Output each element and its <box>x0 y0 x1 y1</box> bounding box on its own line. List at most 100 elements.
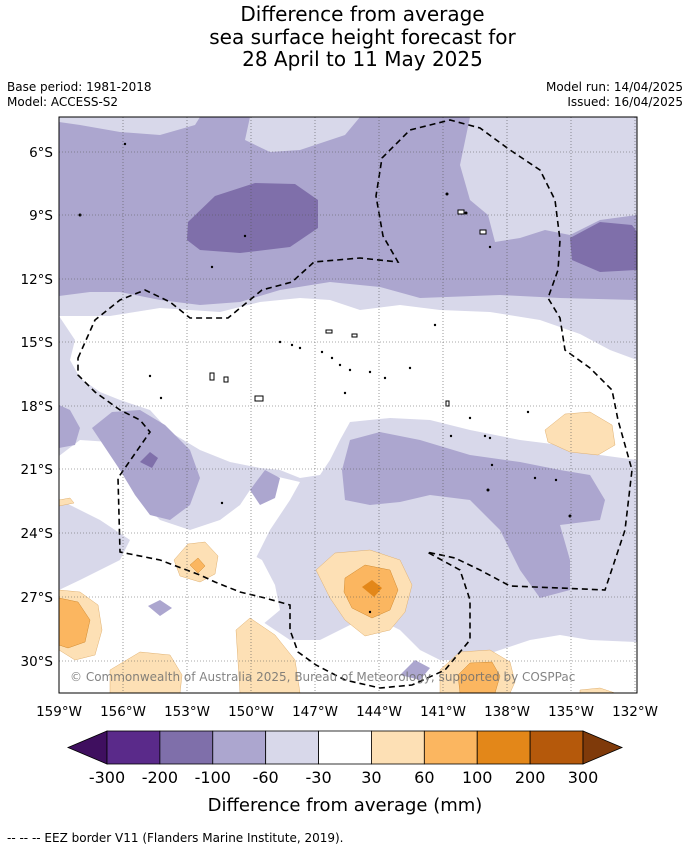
contour-field-medium-purple-small-2 <box>148 600 172 616</box>
lat-tick-label: 6°S <box>29 145 53 161</box>
island-dot <box>449 434 453 438</box>
colorbar-extend-low <box>66 730 108 765</box>
island-dot <box>368 370 372 374</box>
island-dot <box>343 391 347 395</box>
meta-left: Base period: 1981-2018 Model: ACCESS-S2 <box>7 80 152 110</box>
contour-field-white-center <box>59 298 637 478</box>
colorbar-segment <box>265 730 319 765</box>
island-dot <box>526 410 530 414</box>
issued-date: Issued: 16/04/2025 <box>567 95 683 109</box>
longitude-tick-labels: 159°W 156°W 153°W 150°W 147°W 144°W 141°W 138°W… <box>36 704 658 720</box>
latitude-tick-labels: 6°S 9°S 12°S 15°S 18°S 21°S 24°S 27°S 30°S <box>21 145 54 670</box>
model-run: Model run: 14/04/2025 <box>545 80 683 94</box>
contour-field-dark-orange-center <box>362 580 382 597</box>
island-dot <box>464 211 468 215</box>
contour-field-medium-purple-w-edge <box>59 405 80 448</box>
contour-field-light-patch-n2 <box>245 117 360 152</box>
contour-field-medium-purple-small-3 <box>400 660 430 680</box>
island <box>457 209 465 215</box>
lat-tick-label: 30°S <box>21 654 54 670</box>
contour-field-medium-purple-se <box>342 432 605 598</box>
copyright-credit: © Commonwealth of Australia 2025, Bureau… <box>70 670 576 684</box>
title-line-1: Difference from average <box>240 2 485 26</box>
island-dot <box>298 346 302 350</box>
lat-tick-label: 18°S <box>21 399 54 415</box>
island-dot <box>320 350 324 354</box>
island <box>479 229 487 235</box>
island-dot <box>290 343 294 347</box>
island-dot <box>220 501 224 505</box>
island-dot <box>210 265 214 269</box>
island-dot <box>488 245 492 249</box>
gridlines <box>58 117 637 693</box>
contour-field-orange-sw <box>59 597 91 649</box>
island-dot <box>533 476 537 480</box>
colorbar-segment <box>529 730 584 765</box>
title-line-3: 28 April to 11 May 2025 <box>242 47 483 71</box>
contour-field-medium-purple-small-1 <box>250 470 280 505</box>
contour-field-light-orange-s1 <box>109 651 183 693</box>
colorbar-segment <box>159 730 214 765</box>
island-dot <box>483 434 487 438</box>
eez-legend-note: -- -- -- EEZ border V11 (Flanders Marine… <box>7 831 344 845</box>
islands <box>209 209 487 407</box>
island-dots <box>78 142 572 614</box>
contour-field-light-patch-n3 <box>460 117 637 242</box>
island-dot <box>445 192 449 196</box>
lon-tick-label: 135°W <box>548 704 594 720</box>
colorbar-extend-high <box>582 730 624 765</box>
model-name: Model: ACCESS-S2 <box>7 95 119 109</box>
contour-field-white-south-mid <box>200 548 280 625</box>
colorbar: -300 -200 -100 -60 -30 30 60 100 200 300 <box>66 730 624 787</box>
lon-tick-label: 156°W <box>100 704 146 720</box>
lon-tick-label: 138°W <box>484 704 530 720</box>
contour-field-light-orange-s2 <box>235 617 301 693</box>
meta-right: Model run: 14/04/2025 Issued: 16/04/2025 <box>546 80 683 110</box>
forecast-map: 6°S 9°S 12°S 15°S 18°S 21°S 24°S 27°S 30°S 159°W… <box>21 116 658 787</box>
contour-field-dark-purple-small <box>140 452 158 468</box>
island-dot <box>123 142 127 146</box>
colorbar-tick-label: -100 <box>195 768 231 787</box>
lat-tick-label: 9°S <box>29 208 53 224</box>
island-dot <box>148 374 152 378</box>
island <box>209 372 215 381</box>
lat-tick-label: 15°S <box>21 335 54 351</box>
colorbar-segment <box>106 730 161 765</box>
colorbar-tick-label: -200 <box>142 768 178 787</box>
colorbar-segment <box>423 730 478 765</box>
island <box>445 400 450 407</box>
colorbar-tick-label: 30 <box>361 768 381 787</box>
contour-fields <box>59 117 637 693</box>
colorbar-tick-label: 300 <box>568 768 599 787</box>
island-dot <box>348 368 352 372</box>
contour-field-orange-west-small <box>189 557 206 574</box>
island <box>325 329 333 334</box>
colorbar-tick-label: -30 <box>305 768 331 787</box>
lat-tick-label: 12°S <box>21 272 54 288</box>
colorbar-tick-label: -300 <box>89 768 125 787</box>
island-dot <box>490 463 494 467</box>
island-dot <box>330 356 334 360</box>
contour-field-light-orange-s4 <box>579 687 616 693</box>
contour-field-light-orange-east <box>544 411 616 456</box>
colorbar-tick-label: 200 <box>515 768 546 787</box>
island-dot <box>408 366 412 370</box>
island-dot <box>278 340 282 344</box>
contour-field-light-orange-w-dot <box>59 497 75 507</box>
island <box>223 376 229 383</box>
contour-field-light-patch-n1 <box>59 117 200 135</box>
colorbar-title: Difference from average (mm) <box>207 795 483 816</box>
lat-tick-label: 27°S <box>21 590 54 606</box>
island-dot <box>338 363 342 367</box>
lon-tick-label: 159°W <box>36 704 82 720</box>
island-dot <box>383 376 387 380</box>
island-dot <box>468 416 472 420</box>
lon-tick-label: 144°W <box>356 704 402 720</box>
colorbar-segment <box>371 730 425 765</box>
colorbar-tick-label: 60 <box>414 768 434 787</box>
island-dot <box>368 610 372 614</box>
island-dot <box>243 234 247 238</box>
colorbar-segment <box>212 730 267 765</box>
island-dot <box>554 478 558 482</box>
colorbar-segment <box>476 730 531 765</box>
